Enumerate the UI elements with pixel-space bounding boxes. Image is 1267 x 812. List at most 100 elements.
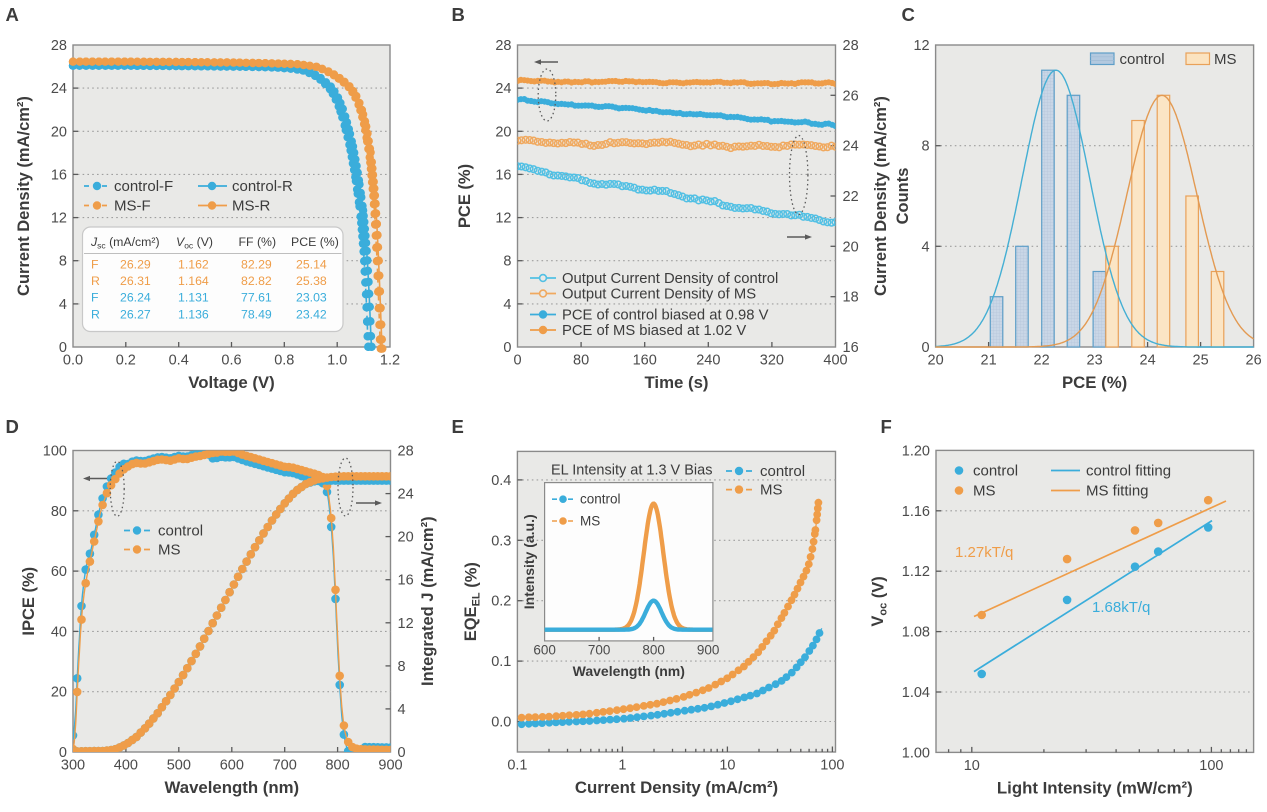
- svg-text:28: 28: [843, 38, 859, 54]
- svg-text:R: R: [91, 308, 100, 322]
- svg-text:Wavelength (nm): Wavelength (nm): [165, 778, 300, 797]
- svg-text:28: 28: [495, 38, 511, 54]
- svg-text:control fitting: control fitting: [1086, 463, 1171, 480]
- svg-text:MS: MS: [760, 482, 783, 499]
- svg-text:20: 20: [398, 530, 414, 546]
- svg-text:60: 60: [51, 564, 67, 580]
- svg-text:10: 10: [964, 758, 980, 774]
- svg-text:4: 4: [503, 297, 511, 313]
- svg-text:400: 400: [823, 353, 847, 369]
- svg-text:MS: MS: [973, 483, 996, 500]
- svg-text:12: 12: [51, 211, 67, 227]
- svg-text:24: 24: [1140, 353, 1156, 369]
- svg-text:26.29: 26.29: [120, 258, 151, 272]
- svg-text:A: A: [6, 4, 19, 25]
- svg-text:28: 28: [398, 444, 414, 460]
- svg-text:0: 0: [513, 353, 521, 369]
- svg-text:1.136: 1.136: [178, 308, 209, 322]
- svg-text:4: 4: [922, 239, 930, 255]
- svg-text:1: 1: [618, 758, 626, 774]
- svg-text:8: 8: [59, 254, 67, 270]
- svg-text:PCE (%): PCE (%): [291, 235, 339, 249]
- svg-text:100: 100: [820, 758, 844, 774]
- svg-text:MS-R: MS-R: [232, 198, 270, 215]
- svg-text:1.08: 1.08: [902, 625, 930, 641]
- svg-text:16: 16: [51, 167, 67, 183]
- svg-text:Counts: Counts: [894, 168, 912, 225]
- svg-text:1.27kT/q: 1.27kT/q: [955, 544, 1013, 561]
- svg-text:Voc (V): Voc (V): [869, 576, 890, 626]
- svg-text:Voc (V): Voc (V): [176, 235, 213, 251]
- svg-text:10: 10: [719, 758, 735, 774]
- svg-text:1.00: 1.00: [902, 745, 930, 761]
- svg-text:25.14: 25.14: [296, 258, 327, 272]
- svg-text:1.20: 1.20: [902, 443, 930, 459]
- svg-text:1.162: 1.162: [178, 258, 209, 272]
- svg-text:Time (s): Time (s): [644, 373, 708, 392]
- svg-text:900: 900: [697, 643, 720, 658]
- svg-text:0: 0: [59, 745, 67, 761]
- svg-text:40: 40: [51, 624, 67, 640]
- svg-text:PCE of control biased at 0.98: PCE of control biased at 0.98 V: [562, 308, 769, 324]
- svg-text:control: control: [158, 523, 203, 540]
- svg-text:control: control: [973, 463, 1018, 480]
- svg-text:D: D: [6, 416, 19, 437]
- svg-text:1.131: 1.131: [178, 291, 209, 305]
- svg-text:700: 700: [273, 758, 297, 774]
- svg-text:0: 0: [59, 340, 67, 356]
- svg-text:8: 8: [503, 254, 511, 270]
- svg-text:Voltage (V): Voltage (V): [188, 373, 274, 392]
- svg-text:0: 0: [398, 745, 406, 761]
- svg-text:25.38: 25.38: [296, 274, 327, 288]
- svg-text:0.2: 0.2: [491, 594, 511, 610]
- svg-text:16: 16: [398, 573, 414, 589]
- svg-text:Output Current Density of cont: Output Current Density of control: [562, 271, 778, 287]
- svg-text:control: control: [1120, 51, 1165, 68]
- svg-text:EQEEL (%): EQEEL (%): [462, 562, 483, 641]
- svg-text:0.0: 0.0: [491, 715, 511, 731]
- svg-text:400: 400: [114, 758, 138, 774]
- svg-text:control: control: [580, 492, 621, 507]
- svg-text:100: 100: [1199, 758, 1223, 774]
- svg-text:24: 24: [398, 487, 414, 503]
- svg-text:F: F: [91, 258, 99, 272]
- svg-text:77.61: 77.61: [241, 291, 272, 305]
- svg-text:MS-F: MS-F: [114, 198, 151, 215]
- svg-text:1.04: 1.04: [902, 685, 930, 701]
- svg-text:24: 24: [843, 139, 859, 155]
- svg-text:23: 23: [1087, 353, 1103, 369]
- svg-text:1.12: 1.12: [902, 564, 930, 580]
- svg-text:MS: MS: [158, 542, 181, 559]
- svg-text:8: 8: [922, 139, 930, 155]
- svg-text:0: 0: [922, 340, 930, 356]
- svg-text:8: 8: [398, 659, 406, 675]
- svg-text:1.16: 1.16: [902, 504, 930, 520]
- svg-text:Current Density (mA/cm²): Current Density (mA/cm²): [872, 96, 890, 296]
- svg-text:MS: MS: [1214, 51, 1237, 68]
- svg-text:12: 12: [913, 38, 929, 54]
- svg-text:control-R: control-R: [232, 178, 293, 195]
- svg-text:Current Density (mA/cm²): Current Density (mA/cm²): [575, 778, 778, 797]
- svg-text:23.42: 23.42: [296, 308, 327, 322]
- svg-text:B: B: [452, 4, 465, 25]
- svg-text:E: E: [452, 416, 464, 437]
- svg-text:21: 21: [981, 353, 997, 369]
- svg-text:Light Intensity (mW/cm²): Light Intensity (mW/cm²): [997, 778, 1193, 797]
- svg-text:26: 26: [1246, 353, 1262, 369]
- svg-text:PCE (%): PCE (%): [1062, 373, 1127, 392]
- svg-text:20: 20: [51, 124, 67, 140]
- svg-text:IPCE (%): IPCE (%): [20, 567, 38, 636]
- svg-text:FF (%): FF (%): [239, 235, 277, 249]
- svg-text:23.03: 23.03: [296, 291, 327, 305]
- svg-text:22: 22: [1034, 353, 1050, 369]
- svg-text:160: 160: [633, 353, 657, 369]
- svg-text:EL Intensity at 1.3 V Bias: EL Intensity at 1.3 V Bias: [551, 463, 712, 479]
- svg-text:16: 16: [495, 167, 511, 183]
- svg-text:0.2: 0.2: [116, 353, 136, 369]
- svg-text:800: 800: [642, 643, 665, 658]
- svg-text:Output Current Density of MS: Output Current Density of MS: [562, 287, 756, 303]
- svg-text:80: 80: [573, 353, 589, 369]
- svg-text:24: 24: [51, 81, 67, 97]
- svg-text:16: 16: [843, 340, 859, 356]
- svg-text:12: 12: [495, 211, 511, 227]
